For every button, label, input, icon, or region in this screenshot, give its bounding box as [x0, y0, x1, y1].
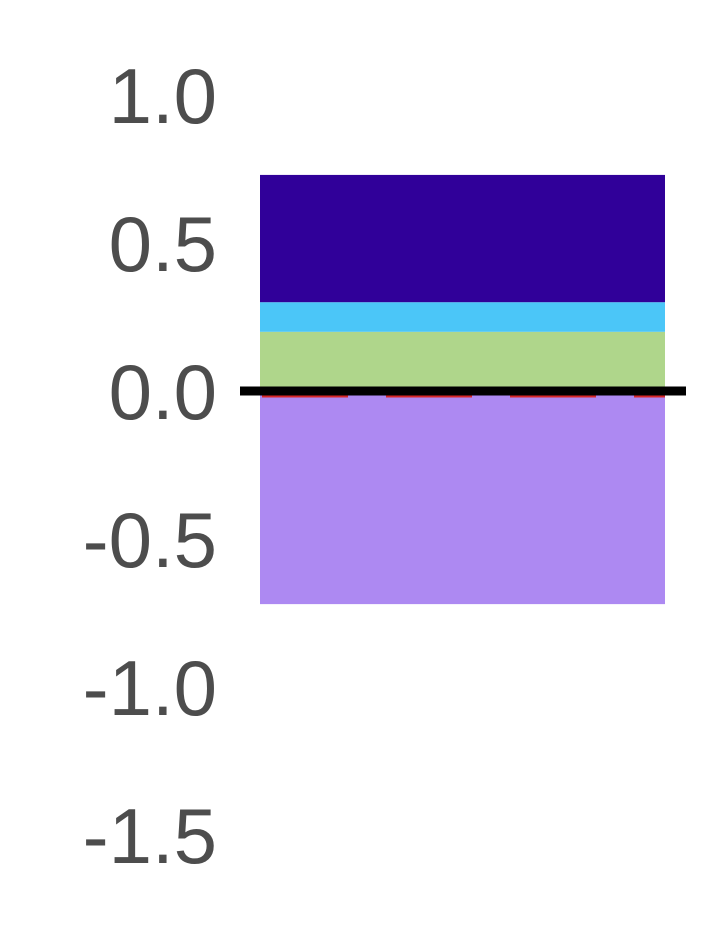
y-tick-label-0: 1.0	[109, 52, 217, 140]
bar-segment-4	[260, 174, 665, 303]
y-tick-label-2: 0.0	[109, 348, 217, 436]
bar-segments	[260, 174, 665, 605]
y-tick-label-4: -1.0	[83, 644, 217, 732]
bar-segment-2	[260, 331, 665, 389]
bar-segment-3	[260, 302, 665, 332]
y-tick-label-3: -0.5	[83, 496, 217, 584]
reference-lines	[240, 386, 686, 398]
y-tick-label-1: 0.5	[109, 200, 217, 288]
y-tick-label-5: -1.5	[83, 792, 217, 880]
bar-segment-0	[260, 391, 665, 605]
y-axis: 1.0 0.5 0.0 -0.5 -1.0 -1.5	[83, 52, 217, 880]
